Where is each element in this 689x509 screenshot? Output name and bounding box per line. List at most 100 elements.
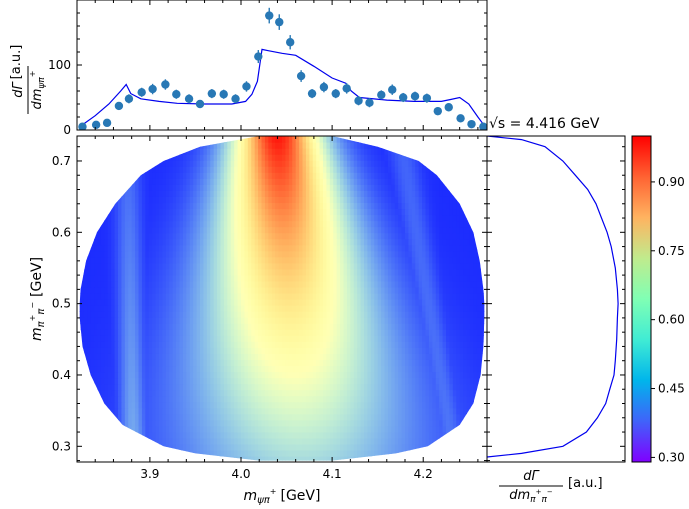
heatmap-cell: [282, 407, 287, 415]
heatmap-cell: [83, 311, 88, 318]
heatmap-cell: [128, 317, 133, 324]
heatmap-cell: [111, 359, 116, 367]
heatmap-cell: [398, 407, 403, 415]
heatmap-cell: [319, 317, 324, 324]
heatmap-cell: [442, 256, 447, 264]
heatmap-cell: [206, 299, 211, 306]
heatmap-cell: [292, 353, 297, 360]
heatmap-cell: [340, 389, 345, 397]
heatmap-cell: [394, 395, 399, 403]
heatmap-cell: [285, 274, 290, 282]
heatmap-cell: [336, 425, 341, 433]
heatmap-cell: [384, 365, 389, 373]
heatmap-cell: [360, 299, 365, 306]
heatmap-cell: [217, 365, 222, 373]
heatmap-cell: [97, 437, 102, 445]
heatmap-cell: [227, 250, 232, 258]
heatmap-cell: [138, 226, 143, 234]
heatmap-cell: [292, 371, 297, 379]
heatmap-cell: [152, 329, 157, 336]
heatmap-cell: [176, 371, 181, 379]
heatmap-cell: [128, 214, 133, 222]
heatmap-cell: [316, 226, 321, 234]
heatmap-cell: [480, 317, 485, 324]
data-point: [319, 82, 329, 92]
heatmap-cell: [182, 377, 187, 385]
heatmap-cell: [121, 214, 126, 222]
heatmap-cell: [309, 449, 314, 457]
heatmap-cell: [364, 256, 369, 264]
heatmap-cell: [336, 268, 341, 276]
heatmap-cell: [469, 341, 474, 348]
heatmap-cell: [141, 341, 146, 348]
heatmap-cell: [193, 395, 198, 403]
heatmap-cell: [459, 377, 464, 385]
heatmap-cell: [476, 359, 481, 367]
heatmap-cell: [292, 317, 297, 324]
heatmap-cell: [179, 232, 184, 240]
heatmap-cell: [305, 383, 310, 391]
heatmap-cell: [309, 413, 314, 421]
heatmap-cell: [264, 268, 269, 276]
heatmap-cell: [370, 292, 375, 300]
heatmap-cell: [364, 425, 369, 433]
heatmap-cell: [476, 317, 481, 324]
heatmap-cell: [299, 353, 304, 360]
heatmap-cell: [309, 431, 314, 439]
heatmap-cell: [473, 389, 478, 397]
heatmap-cell: [405, 256, 410, 264]
heatmap-cell: [367, 353, 372, 360]
heatmap-cell: [200, 383, 205, 391]
heatmap-cell: [223, 401, 228, 409]
heatmap-cell: [394, 377, 399, 385]
heatmap-cell: [456, 401, 461, 409]
heatmap-cell: [309, 244, 314, 252]
heatmap-cell: [79, 335, 82, 342]
heatmap-cell: [302, 347, 307, 354]
heatmap-cell: [230, 256, 235, 264]
heatmap-cell: [340, 407, 345, 415]
heatmap-cell: [422, 353, 427, 360]
heatmap-cell: [319, 443, 324, 451]
heatmap-cell: [469, 407, 474, 415]
heatmap-cell: [230, 371, 235, 379]
heatmap-cell: [302, 419, 307, 427]
heatmap-cell: [179, 383, 184, 391]
heatmap-cell: [128, 244, 133, 252]
heatmap-cell: [227, 323, 232, 330]
heatmap-cell: [223, 299, 228, 306]
heatmap-cell: [80, 244, 85, 252]
heatmap-cell: [135, 256, 140, 264]
heatmap-cell: [418, 419, 423, 427]
heatmap-cell: [97, 299, 102, 306]
heatmap-cell: [217, 359, 222, 367]
heatmap-cell: [381, 299, 386, 306]
heatmap-cell: [223, 262, 228, 270]
heatmap-cell: [254, 413, 259, 421]
heatmap-cell: [111, 371, 116, 379]
heatmap-cell: [159, 280, 164, 288]
heatmap-cell: [411, 238, 416, 246]
heatmap-cell: [172, 419, 177, 427]
heatmap-cell: [97, 377, 102, 385]
heatmap-cell: [292, 256, 297, 264]
heatmap-cell: [394, 371, 399, 379]
heatmap-cell: [124, 220, 129, 228]
heatmap-cell: [446, 401, 451, 409]
heatmap-cell: [353, 437, 358, 445]
heatmap-cell: [391, 425, 396, 433]
heatmap-cell: [364, 274, 369, 282]
heatmap-cell: [111, 214, 116, 222]
heatmap-cell: [452, 449, 457, 457]
heatmap-cell: [203, 401, 208, 409]
heatmap-cell: [415, 262, 420, 270]
heatmap-cell: [275, 377, 280, 385]
heatmap-cell: [217, 353, 222, 360]
heatmap-cell: [258, 365, 263, 373]
heatmap-cell: [425, 299, 430, 306]
heatmap-cell: [94, 268, 99, 276]
heatmap-cell: [148, 359, 153, 367]
heatmap-cell: [350, 341, 355, 348]
heatmap-cell: [319, 419, 324, 427]
heatmap-cell: [282, 455, 287, 461]
